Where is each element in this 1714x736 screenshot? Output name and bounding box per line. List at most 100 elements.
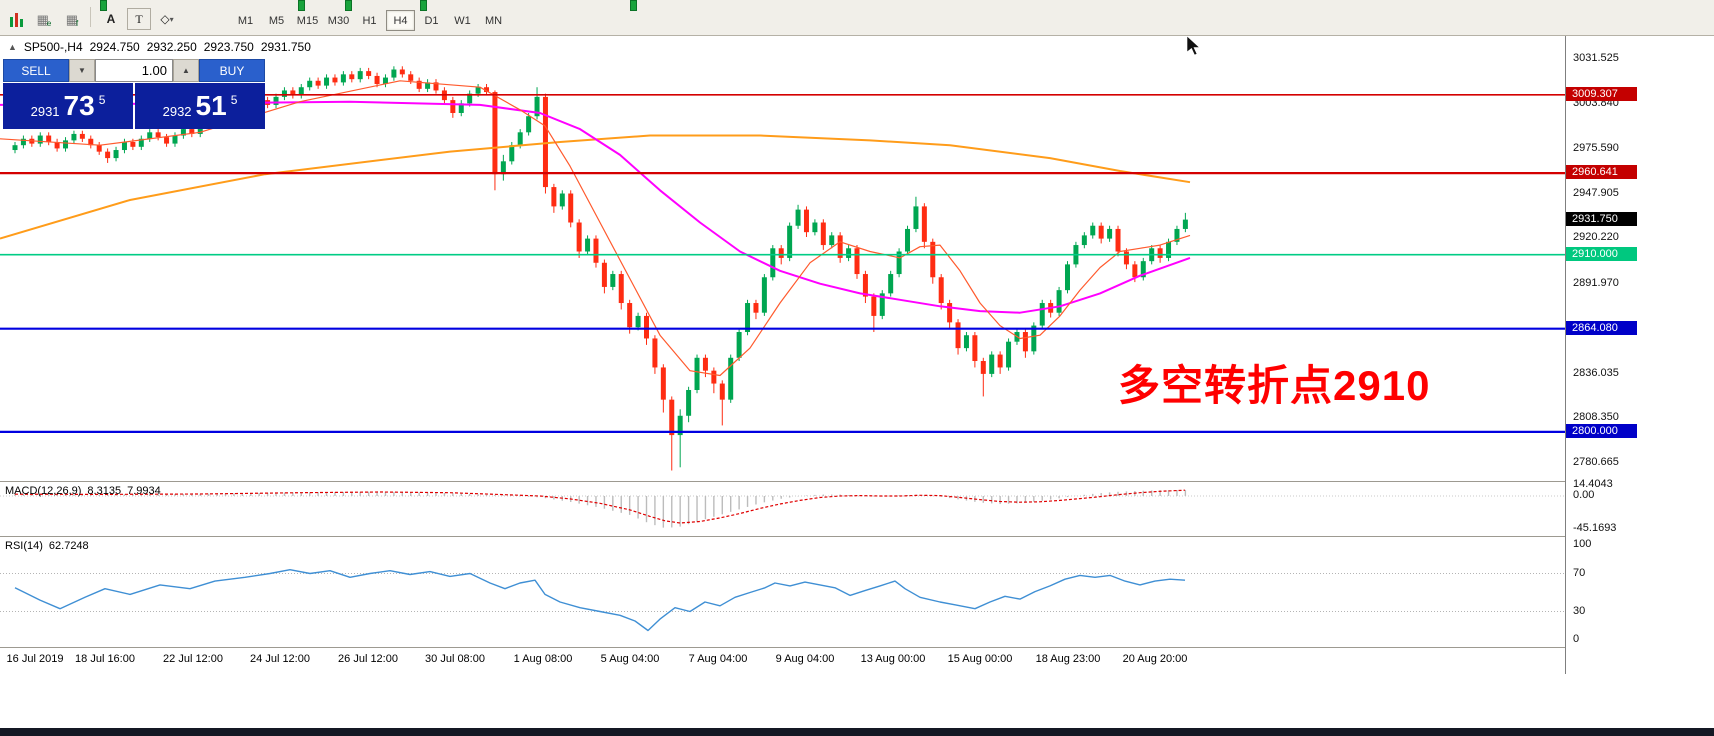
candle-body [1166, 241, 1172, 258]
time-axis-label: 22 Jul 12:00 [163, 653, 223, 665]
candle-body [189, 129, 195, 134]
candle-body [761, 277, 767, 313]
templates-icon[interactable]: ▦ f [65, 11, 79, 28]
candle-body [601, 262, 607, 287]
text-label-icon[interactable]: A [106, 12, 116, 26]
candle-body [728, 357, 734, 400]
candle-body [130, 141, 136, 147]
ohlc-close: 2931.750 [260, 40, 311, 54]
rsi-line [14, 569, 1186, 632]
clipped-toolbar-icon [420, 0, 427, 11]
price-axis-label: 2920.220 [1573, 231, 1619, 244]
candle-body [96, 145, 102, 152]
candle-body [180, 129, 186, 136]
candle-body [829, 235, 835, 246]
bid-quote[interactable]: 2931 73 5 [3, 83, 133, 129]
buy-button[interactable]: BUY [199, 59, 265, 82]
candle-body [416, 80, 422, 89]
candle-body [147, 132, 153, 139]
time-axis-label: 20 Aug 20:00 [1122, 653, 1188, 665]
candle-body [955, 322, 961, 349]
panel-separator[interactable] [0, 536, 1714, 537]
candle-body [753, 303, 759, 313]
timeframe-mn[interactable]: MN [484, 14, 503, 27]
candle-body [905, 228, 911, 252]
candle-body [1090, 225, 1096, 236]
macd-panel[interactable] [0, 482, 1565, 536]
macd-main-value: 8.3135 [87, 485, 122, 497]
timeframe-buttons: M1 M5 M15 M30 H1 H4 D1 W1 MN [185, 10, 508, 35]
candle-body [1031, 325, 1037, 352]
clipped-toolbar-icon [298, 0, 305, 11]
timeframe-m5[interactable]: M5 [268, 14, 285, 27]
time-axis-label: 5 Aug 04:00 [600, 653, 660, 665]
price-tag-2800.000: 2800.000 [1566, 423, 1637, 438]
candle-body [888, 274, 894, 294]
clipped-toolbar-icon [345, 0, 352, 11]
sell-button[interactable]: SELL [3, 59, 69, 82]
candle-body [862, 274, 868, 297]
candle-body [79, 133, 85, 139]
candle-body [113, 150, 119, 159]
candle-body [46, 135, 52, 142]
candle-body [71, 133, 77, 141]
timeframe-m1[interactable]: M1 [237, 14, 254, 27]
candle-body [820, 222, 826, 246]
candle-body [357, 71, 363, 80]
candle-body [745, 303, 751, 333]
price-axis-label: 2947.905 [1573, 186, 1619, 199]
price-tag-2931.750: 2931.750 [1566, 211, 1637, 226]
candle-body [1107, 228, 1113, 239]
shapes-icon[interactable]: ◇ ▾ [160, 12, 174, 26]
clipped-toolbar-icon [100, 0, 107, 11]
price-axis[interactable]: 3031.525 3003.840 2975.590 2947.905 2920.220… [1565, 35, 1714, 674]
timeframe-m15[interactable]: M15 [296, 14, 319, 27]
rsi-panel[interactable] [0, 537, 1565, 647]
candle-body [635, 315, 641, 328]
candle-body [593, 238, 599, 263]
status-strip [0, 728, 1714, 736]
candle-body [694, 357, 700, 390]
toolbar: ▦ e ▦ f A T ◇ ▾ M1 M5 M15 M30 H1 H4 D1 W1 MN [0, 0, 1714, 36]
candle-body [105, 151, 111, 159]
panel-separator[interactable] [0, 481, 1714, 482]
candle-body [63, 140, 69, 149]
candle-body [458, 103, 464, 113]
candle-body [963, 335, 969, 349]
timeframe-w1[interactable]: W1 [454, 14, 471, 27]
candle-body [627, 303, 633, 328]
candle-body [997, 354, 1003, 368]
time-axis-label: 18 Jul 16:00 [75, 653, 135, 665]
candle-body [921, 206, 927, 242]
candle-body [947, 303, 953, 323]
candle-body [770, 248, 776, 278]
candle-body [879, 293, 885, 316]
candle-body [559, 193, 565, 207]
candle-body [787, 225, 793, 258]
indicators-icon[interactable]: ▦ e [36, 11, 52, 28]
time-axis-label: 9 Aug 04:00 [775, 653, 835, 665]
volume-decrease-button[interactable]: ▼ [69, 59, 95, 82]
volume-increase-button[interactable]: ▲ [173, 59, 199, 82]
panel-separator[interactable] [0, 647, 1714, 648]
collapse-panel-icon[interactable]: ▲ [8, 42, 17, 52]
candle-body [408, 74, 414, 81]
candle-body [803, 209, 809, 233]
candle-body [20, 138, 26, 146]
ohlc-low: 2923.750 [203, 40, 254, 54]
timeframe-m30[interactable]: M30 [327, 14, 350, 27]
volume-input[interactable] [96, 62, 172, 79]
new-chart-icon[interactable] [4, 8, 28, 30]
timeframe-d1[interactable]: D1 [424, 14, 439, 27]
timeframe-h1[interactable]: H1 [362, 14, 377, 27]
price-axis-label: 3031.525 [1573, 52, 1619, 64]
price-axis-label: 2780.665 [1573, 456, 1619, 468]
candle-body [509, 145, 515, 162]
timeframe-h4[interactable]: H4 [386, 10, 415, 31]
candle-body [88, 138, 94, 146]
candle-body [837, 235, 843, 258]
time-axis[interactable]: 16 Jul 2019 18 Jul 16:00 22 Jul 12:00 24 Ju… [0, 648, 1565, 674]
text-tool-icon[interactable]: T [127, 8, 151, 30]
candle-body [644, 315, 649, 339]
ask-quote[interactable]: 2932 51 5 [135, 83, 265, 129]
